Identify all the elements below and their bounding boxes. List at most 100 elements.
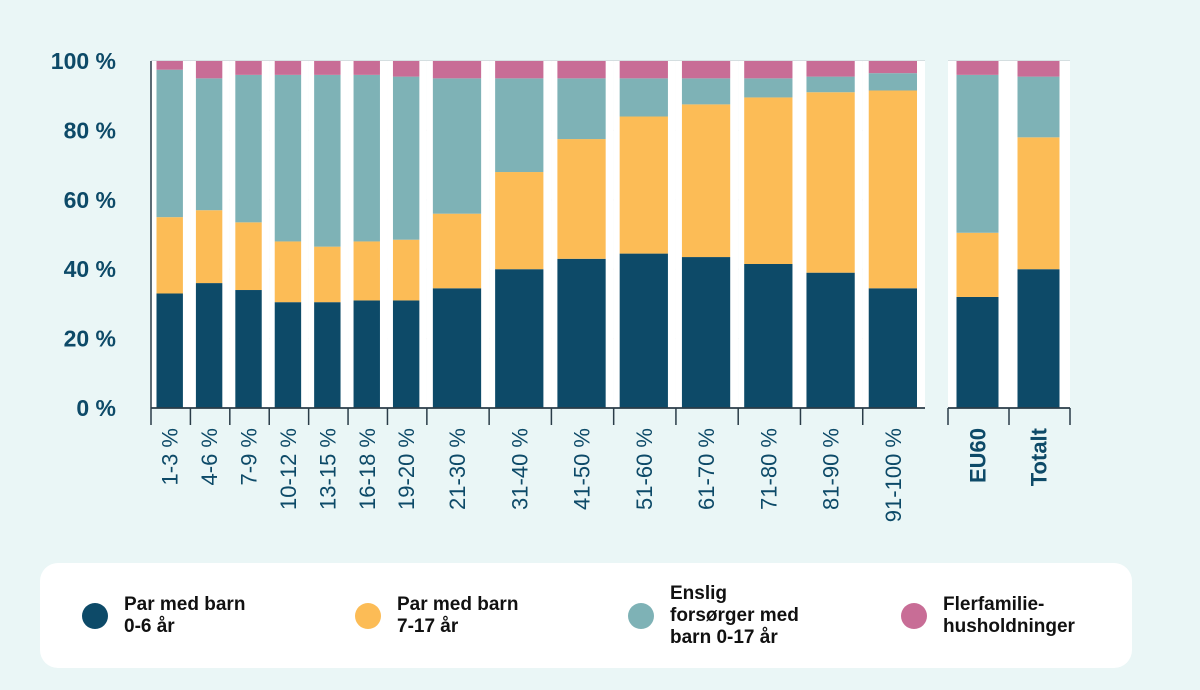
y-tick-label: 20 % [64, 326, 116, 352]
x-tick-label: 71-80 % [756, 428, 781, 510]
x-tick-label: 1-3 % [158, 428, 183, 485]
bar-segment [557, 258, 606, 408]
bar-segment [392, 300, 420, 408]
bar-segment [432, 61, 482, 79]
bar-segment [1017, 137, 1060, 270]
bar-segment [156, 61, 183, 70]
bar-segment [1017, 76, 1060, 138]
bar-segment [744, 97, 793, 264]
bar-segment [868, 90, 917, 289]
bar-segment [744, 263, 793, 408]
legend-item-enslig: Enslig forsørger med barn 0-17 år [628, 563, 799, 668]
bar-segment [353, 241, 380, 301]
bar-segment [956, 61, 999, 75]
x-tick-label: 41-50 % [570, 428, 595, 510]
bar-segment [353, 74, 380, 242]
bar-segment [681, 61, 731, 79]
bar-segment [744, 61, 793, 79]
bar-segment [557, 61, 606, 79]
bar-segment [619, 116, 668, 254]
bar-segment [806, 61, 855, 77]
bar-segment [1017, 61, 1060, 77]
bar-segment [956, 232, 999, 297]
bar-segment [156, 217, 183, 294]
bar-segment [744, 78, 793, 98]
bar-segment [619, 61, 668, 79]
x-tick-label: 31-40 % [507, 428, 532, 510]
bar-segment [353, 61, 380, 75]
bar-segment [619, 253, 668, 408]
legend-item-par-7-17: Par med barn 7-17 år [355, 563, 518, 668]
bar-segment [681, 78, 731, 105]
bar-segment [495, 269, 544, 408]
bar-segment [235, 74, 262, 223]
bar-segment [392, 239, 420, 301]
x-tick-label: 91-100 % [881, 428, 906, 522]
x-tick-label: 16-18 % [355, 428, 380, 510]
x-tick-label: 7-9 % [237, 428, 262, 485]
bar-segment [195, 210, 223, 284]
legend-swatch [82, 602, 108, 629]
bar-segment [432, 78, 482, 214]
bar-segment [195, 283, 223, 408]
bar-segment [681, 104, 731, 258]
bar-segment [353, 300, 380, 408]
bar-segment [195, 61, 223, 79]
bar-segment [681, 257, 731, 408]
x-tick-label: 81-90 % [819, 428, 844, 510]
bar-segment [806, 272, 855, 408]
bar-segment [806, 76, 855, 93]
bar-segment [314, 61, 341, 75]
bar-segment [156, 293, 183, 408]
x-tick-label: Totalt [1027, 427, 1052, 486]
bar-segment [235, 290, 262, 408]
bar-segment [495, 172, 544, 270]
legend-item-par-0-6: Par med barn 0-6 år [82, 563, 245, 668]
bar-segment [432, 213, 482, 289]
bar-segment [392, 76, 420, 240]
x-tick-label: 21-30 % [445, 428, 470, 510]
x-tick-label: 13-15 % [315, 428, 340, 510]
bar-segment [314, 74, 341, 247]
bar-segment [806, 92, 855, 273]
bar-segment [868, 288, 917, 408]
bar-segment [392, 61, 420, 77]
legend-swatch [901, 602, 927, 629]
y-tick-label: 40 % [64, 256, 116, 282]
stacked-bar-chart: 0 % 20 % 40 % 60 % 80 % 100 % 1-3 % 4-6 % 7-9 % 1… [51, 48, 1071, 522]
x-tick-label: 10-12 % [276, 428, 301, 510]
x-tick-label: 4-6 % [197, 428, 222, 485]
legend-label: Flerfamilie- husholdninger [943, 593, 1075, 637]
y-tick-label: 100 % [51, 48, 116, 74]
bar-segment [274, 74, 302, 242]
bar-segment [557, 139, 606, 259]
legend-item-flerfamilie: Flerfamilie- husholdninger [901, 563, 1075, 668]
y-tick-label: 80 % [64, 117, 116, 143]
bar-segment [274, 241, 302, 303]
legend-label: Par med barn 7-17 år [397, 593, 519, 637]
y-tick-label: 0 % [76, 395, 116, 421]
legend-label: Par med barn 0-6 år [124, 593, 246, 637]
bar-segment [495, 61, 544, 79]
x-tick-label: 51-60 % [632, 428, 657, 510]
chart-area: 0 % 20 % 40 % 60 % 80 % 100 % 1-3 % 4-6 % 7-9 % 1… [51, 48, 1071, 522]
bar-segment [956, 296, 999, 408]
bar-segment [868, 73, 917, 91]
bar-segment [156, 69, 183, 218]
x-tick-label: 19-20 % [394, 428, 419, 510]
bar-segment [432, 288, 482, 408]
bar-segment [274, 61, 302, 75]
bar-segment [235, 222, 262, 291]
bar-segment [868, 61, 917, 74]
bar-segment [1017, 269, 1060, 408]
bar-segment [557, 78, 606, 140]
bar-segment [619, 78, 668, 117]
x-tick-label: 61-70 % [694, 428, 719, 510]
legend-swatch [355, 602, 381, 629]
y-tick-label: 60 % [64, 187, 116, 213]
legend-label: Enslig forsørger med barn 0-17 år [670, 582, 799, 648]
bar-segment [314, 302, 341, 408]
x-tick-label: EU60 [966, 428, 991, 483]
bar-segment [956, 74, 999, 233]
bar-segment [495, 78, 544, 173]
